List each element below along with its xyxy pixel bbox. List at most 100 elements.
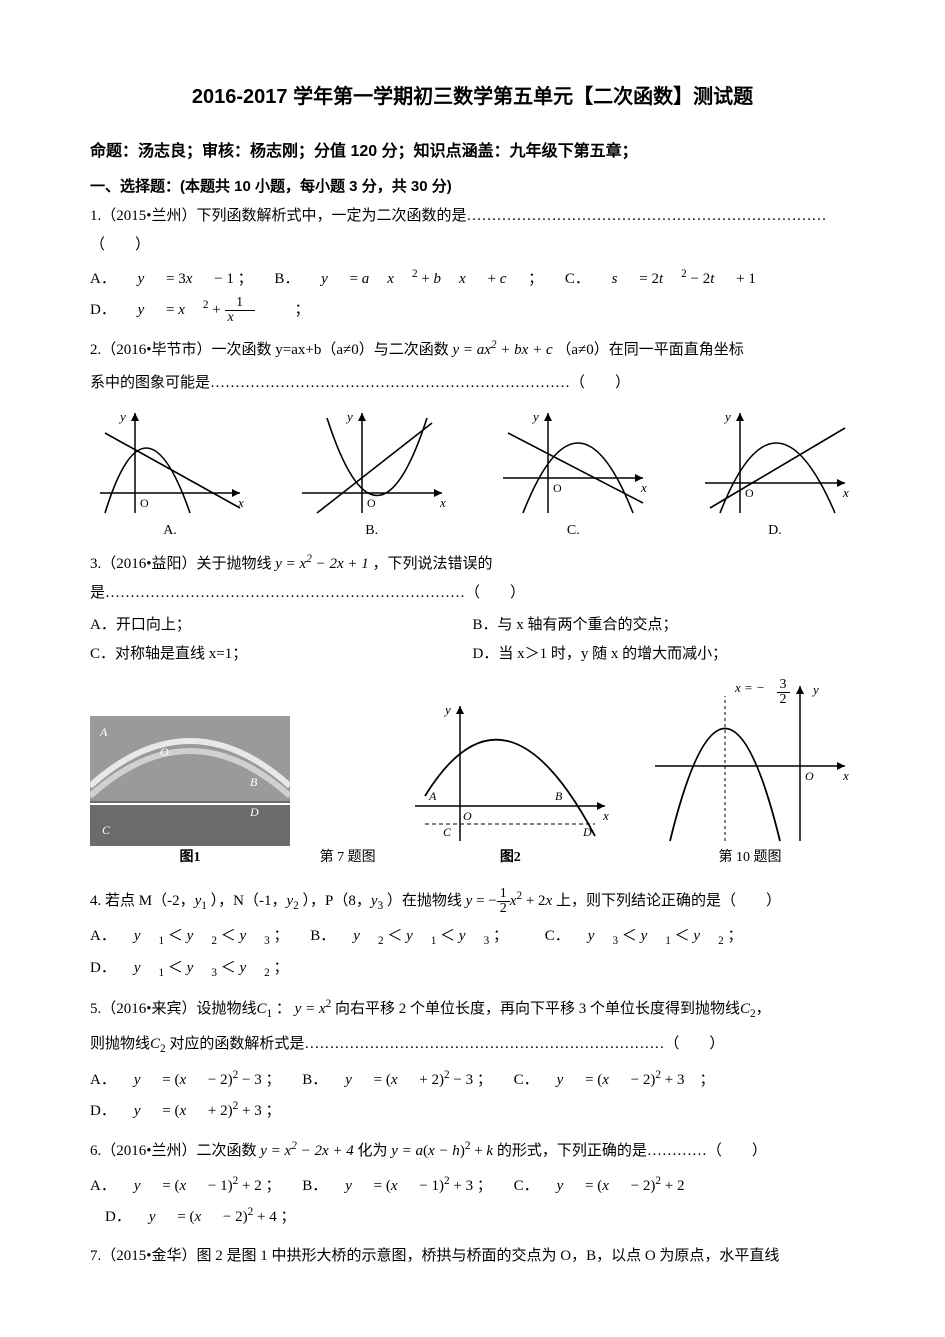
svg-text:O: O: [553, 481, 562, 495]
q2-eq: y = ax2 + bx + c: [452, 342, 552, 358]
q1-A: A． y = 3x − 1 ；: [90, 271, 253, 287]
q4-options: A．y1 ＜ y2 ＜ y3 ； B．y2 ＜ y1 ＜ y3 ； C．y3 ＜…: [90, 921, 855, 984]
q2-figures: x y O A. x y O B.: [90, 403, 855, 539]
section-1-head: 一、选择题：(本题共 10 小题，每小题 3 分，共 30 分): [90, 175, 855, 196]
mid-figures: A O B C D 图1 第 7 题图 x y O A: [90, 676, 855, 866]
q2-label-D: D.: [695, 523, 855, 539]
q6-b: 化为: [357, 1143, 391, 1159]
svg-text:x: x: [842, 768, 849, 783]
svg-text:O: O: [463, 809, 472, 823]
svg-text:x = −: x = −: [734, 680, 765, 695]
q1-stem: 1.（2015•兰州）下列函数解析式中，一定为二次函数的是 （ ）: [90, 202, 855, 259]
q4-stem: 4. 若点 M（-2，y1 ），N（-1，y2 ），P（8，y3 ）在抛物线 y…: [90, 886, 855, 917]
q2-label-B: B.: [292, 523, 452, 539]
dots: [467, 208, 827, 224]
q5-a: 5.（2016•来宾）设抛物线: [90, 1001, 257, 1017]
svg-text:B: B: [555, 789, 563, 803]
q5-D: D．y = (x + 2)2 + 3 ；: [90, 1103, 280, 1119]
fig7-caption: 第 7 题图: [320, 846, 376, 866]
svg-text:B: B: [250, 775, 258, 789]
q5-f: 对应的函数解析式是: [169, 1036, 304, 1052]
fig-parab2: x y O x = − 32 第 10 题图: [645, 676, 855, 866]
q5-stem: 5.（2016•来宾）设抛物线C1 ： y = x2 向右平移 2 个单位长度，…: [90, 994, 855, 1025]
q1-options: A． y = 3x − 1 ； B． y = ax2 + bx + c ； C．…: [90, 263, 855, 325]
svg-text:x: x: [640, 480, 647, 495]
q2-b: （a≠0）在同一平面直角坐标: [556, 342, 743, 358]
blank-paren: （ ）: [664, 1036, 724, 1052]
graph-D: x y O: [695, 403, 855, 523]
parabola-2: x y O x = − 32: [645, 676, 855, 846]
q2-label-C: C.: [493, 523, 653, 539]
q2-stem2: 系中的图象可能是 （ ）: [90, 369, 855, 398]
q6-c: 的形式，下列正确的是: [497, 1143, 647, 1159]
q2-fig-D: x y O D.: [695, 403, 855, 539]
q5-A: A．y = (x − 2)2 − 3 ；: [90, 1072, 280, 1088]
q2-fig-B: x y O B.: [292, 403, 452, 539]
q5-b: ：: [276, 1001, 291, 1017]
q2-fig-C: x y O C.: [493, 403, 653, 539]
q6-A: A．y = (x − 1)2 + 2 ；: [90, 1178, 280, 1194]
q5-d: ，: [756, 1001, 771, 1017]
parabola-1: x y O A B C D: [405, 696, 615, 846]
q3-options2: C．对称轴是直线 x=1； D．当 x＞1 时，y 随 x 的增大而减小；: [90, 640, 855, 669]
blank-paren: （ ）: [707, 1143, 767, 1159]
svg-text:x: x: [602, 808, 609, 823]
q4-a: 4. 若点 M（-2，: [90, 893, 195, 909]
q4-C: C．y3 ＜ y1 ＜ y2 ；: [530, 928, 743, 944]
svg-text:y: y: [723, 409, 731, 424]
q1-text: 1.（2015•兰州）下列函数解析式中，一定为二次函数的是: [90, 208, 467, 224]
q4-e: 上，则下列结论正确的是（ ）: [556, 893, 781, 909]
dots: [304, 1036, 664, 1052]
graph-A: x y O: [90, 403, 250, 523]
q4-D: D．y1 ＜ y3 ＜ y2 ；: [90, 960, 289, 976]
svg-text:C: C: [102, 823, 111, 837]
fig-parab1: x y O A B C D 图2: [405, 696, 615, 866]
svg-text:C: C: [443, 825, 452, 839]
q2-c: 系中的图象可能是: [90, 375, 210, 391]
q2-stem: 2.（2016•毕节市）一次函数 y=ax+b（a≠0）与二次函数 y = ax…: [90, 335, 855, 365]
q3-a: 3.（2016•益阳）关于抛物线: [90, 556, 275, 572]
dots: [105, 585, 465, 601]
q5-e: 则抛物线: [90, 1036, 150, 1052]
svg-text:x: x: [439, 495, 446, 510]
q5-stem2: 则抛物线C2 对应的函数解析式是（ ）: [90, 1030, 855, 1060]
q3-C: C．对称轴是直线 x=1；: [90, 640, 473, 669]
svg-text:O: O: [160, 745, 169, 759]
q3-stem: 3.（2016•益阳）关于抛物线 y = x2 − 2x + 1 ，下列说法错误…: [90, 549, 855, 607]
q3-B: B．与 x 轴有两个重合的交点；: [473, 611, 856, 640]
svg-text:D: D: [249, 805, 259, 819]
q4-A: A．y1 ＜ y2 ＜ y3 ；: [90, 928, 289, 944]
svg-text:A: A: [99, 725, 108, 739]
q6-D: D．y = (x − 2)2 + 4 ；: [90, 1209, 295, 1225]
q6-stem: 6.（2016•兰州）二次函数 y = x2 − 2x + 4 化为 y = a…: [90, 1136, 855, 1166]
blank-paren: （ ）: [90, 237, 150, 253]
q4-b: ），N（-1，: [211, 893, 287, 909]
dots: [210, 375, 570, 391]
q6-B: B．y = (x − 1)2 + 3 ；: [302, 1178, 492, 1194]
page: 2016-2017 学年第一学期初三数学第五单元【二次函数】测试题 命题：汤志良…: [0, 0, 945, 1314]
q5-options: A．y = (x − 2)2 − 3 ； B．y = (x + 2)2 − 3 …: [90, 1064, 855, 1126]
svg-text:y: y: [531, 409, 539, 424]
fig1-label: 图1: [90, 846, 290, 866]
bridge-photo: A O B C D: [90, 716, 290, 846]
q3-D: D．当 x＞1 时，y 随 x 的增大而减小；: [473, 640, 856, 669]
blank-paren: （ ）: [465, 585, 525, 601]
blank-paren: （ ）: [570, 375, 630, 391]
svg-text:y: y: [443, 702, 451, 717]
q1-D: D． y = x2 + 1x ；: [90, 302, 309, 318]
graph-B: x y O: [292, 403, 452, 523]
q2-fig-A: x y O A.: [90, 403, 250, 539]
q3-A: A．开口向上；: [90, 611, 473, 640]
svg-text:O: O: [140, 496, 149, 510]
svg-text:y: y: [345, 409, 353, 424]
q1-B: B． y = ax2 + bx + c ；: [274, 271, 543, 287]
doc-title: 2016-2017 学年第一学期初三数学第五单元【二次函数】测试题: [90, 80, 855, 109]
fig7-caption-wrap: 第 7 题图: [320, 846, 376, 866]
svg-text:y: y: [811, 682, 819, 697]
graph-C: x y O: [493, 403, 653, 523]
q4-d: ）在抛物线: [387, 893, 466, 909]
q4-B: B．y2 ＜ y1 ＜ y3 ；: [310, 928, 508, 944]
q1-C: C． s = 2t2 − 2t + 1: [565, 271, 756, 287]
q5-c: 向右平移 2 个单位长度，再向下平移 3 个单位长度得到抛物线: [335, 1001, 740, 1017]
q5-B: B．y = (x + 2)2 − 3 ；: [302, 1072, 492, 1088]
